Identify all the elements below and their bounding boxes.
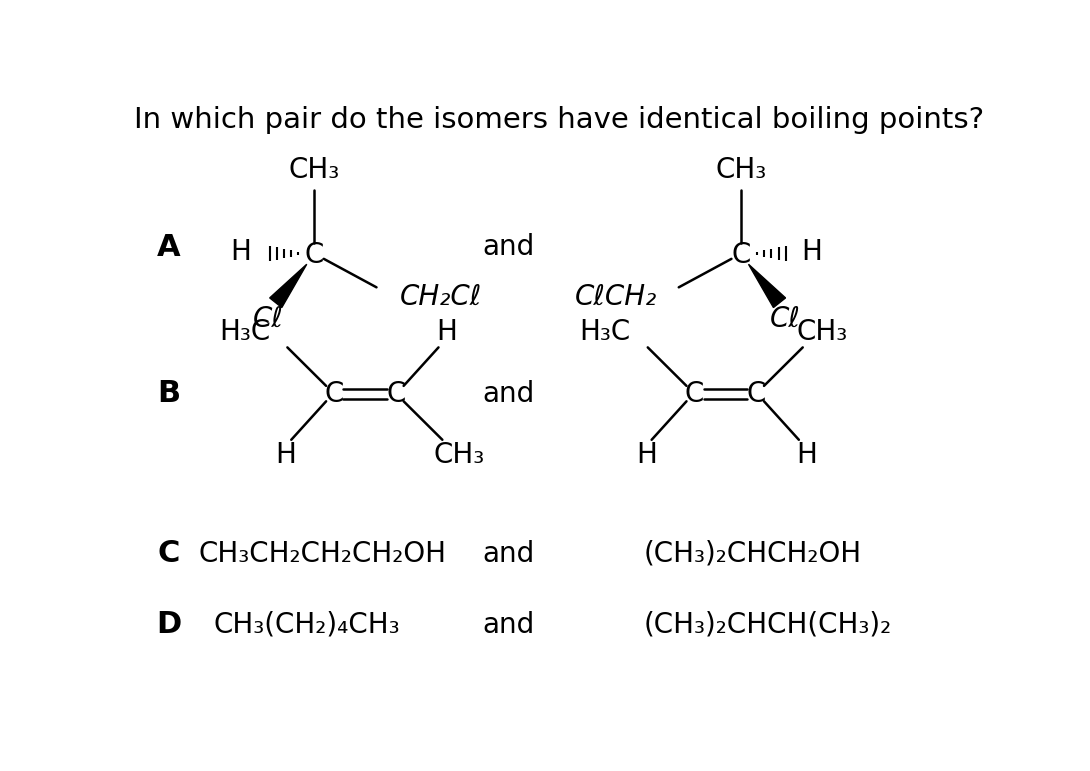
Text: and: and xyxy=(482,234,534,261)
Text: CH₃: CH₃ xyxy=(289,157,340,184)
Text: C: C xyxy=(158,539,180,568)
Text: and: and xyxy=(482,379,534,408)
Text: H: H xyxy=(436,318,457,346)
Polygon shape xyxy=(269,264,306,308)
Text: C: C xyxy=(324,379,343,408)
Text: H₃C: H₃C xyxy=(580,318,631,346)
Text: C: C xyxy=(731,241,750,269)
Text: and: and xyxy=(482,611,534,638)
Text: CH₃CH₂CH₂CH₂OH: CH₃CH₂CH₂CH₂OH xyxy=(198,540,446,567)
Text: C: C xyxy=(305,241,324,269)
Text: CℓCH₂: CℓCH₂ xyxy=(574,282,657,311)
Text: and: and xyxy=(482,540,534,567)
Text: H: H xyxy=(801,238,822,266)
Text: H: H xyxy=(230,238,251,266)
Text: CH₃: CH₃ xyxy=(715,157,766,184)
Polygon shape xyxy=(749,264,786,308)
Text: Cℓ: Cℓ xyxy=(253,305,283,333)
Text: In which pair do the isomers have identical boiling points?: In which pair do the isomers have identi… xyxy=(134,106,983,134)
Text: H: H xyxy=(276,441,296,470)
Text: C: C xyxy=(386,379,405,408)
Text: CH₃(CH₂)₄CH₃: CH₃(CH₂)₄CH₃ xyxy=(214,611,400,638)
Text: C: C xyxy=(747,379,766,408)
Text: CH₃: CH₃ xyxy=(797,318,848,346)
Text: Cℓ: Cℓ xyxy=(771,305,801,333)
Text: CH₂Cℓ: CH₂Cℓ xyxy=(400,282,482,311)
Text: (CH₃)₂CHCH₂OH: (CH₃)₂CHCH₂OH xyxy=(644,540,862,567)
Text: H₃C: H₃C xyxy=(219,318,270,346)
Text: H: H xyxy=(635,441,656,470)
Text: CH₃: CH₃ xyxy=(434,441,485,470)
Text: (CH₃)₂CHCH(CH₃)₂: (CH₃)₂CHCH(CH₃)₂ xyxy=(644,611,892,638)
Text: B: B xyxy=(157,379,180,408)
Text: C: C xyxy=(685,379,704,408)
Text: D: D xyxy=(156,610,181,639)
Text: A: A xyxy=(157,233,181,262)
Text: H: H xyxy=(796,441,818,470)
